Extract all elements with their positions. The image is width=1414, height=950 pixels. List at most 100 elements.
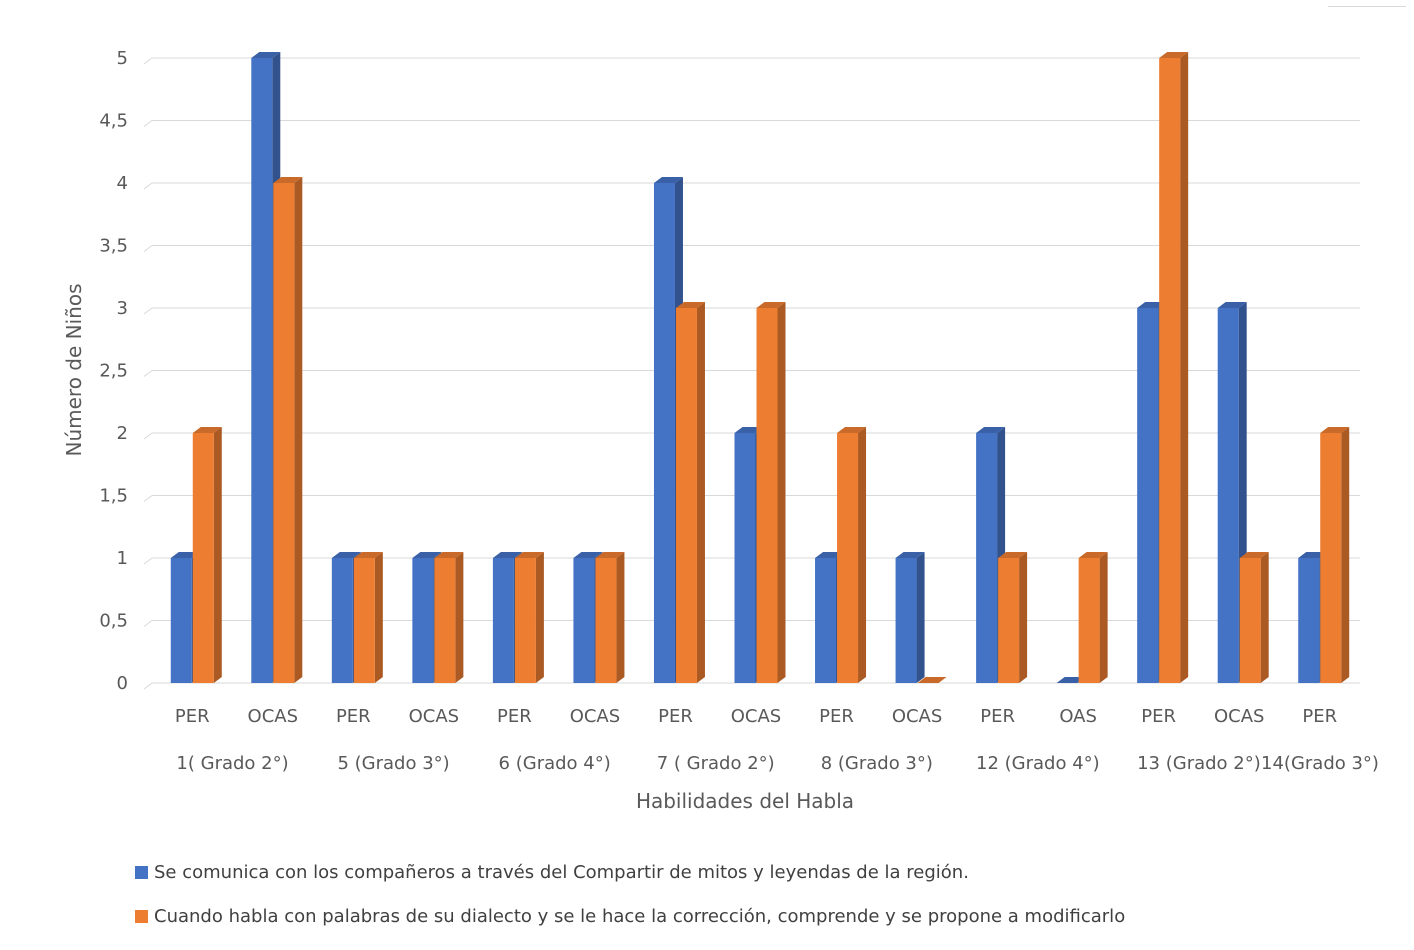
x-group-label: 5 (Grado 3°) <box>337 753 449 774</box>
bar-top <box>492 552 522 558</box>
bar-top <box>514 552 544 558</box>
bar-side <box>1260 552 1269 683</box>
bar-side <box>696 302 705 683</box>
bar <box>273 177 303 683</box>
bar-top <box>675 302 705 308</box>
bar-side <box>1341 427 1350 683</box>
legend-item-series-2: Cuando habla con palabras de su dialecto… <box>135 906 1125 927</box>
bar <box>837 427 867 683</box>
y-tick-label: 2,5 <box>99 361 128 382</box>
x-group-label: 14(Grado 3°) <box>1261 753 1379 774</box>
bar-front <box>1078 558 1100 683</box>
x-tick-labels: PER OCAS PER OCAS PER OCAS PER OCAS PER OCAS PER OA… <box>175 706 1337 727</box>
x-tick-label: PER <box>1302 706 1337 727</box>
bar <box>998 552 1028 683</box>
y-axis-title: Número de Niños <box>62 283 86 456</box>
bar-top <box>1159 52 1189 58</box>
y-tick-label: 4,5 <box>99 111 128 132</box>
x-tick-label: OAS <box>1059 706 1097 727</box>
x-group-label: 6 (Grado 4°) <box>499 753 611 774</box>
bar-front <box>756 308 778 683</box>
bar-front <box>998 558 1020 683</box>
bar-top <box>837 427 867 433</box>
x-axis-title: Habilidades del Habla <box>636 789 854 813</box>
bar-top <box>1298 552 1328 558</box>
bar-top <box>895 552 925 558</box>
bar <box>756 302 786 683</box>
bar-top <box>573 552 603 558</box>
bar-top <box>1239 552 1269 558</box>
bar-front <box>170 558 192 683</box>
x-tick-label: OCAS <box>409 706 459 727</box>
bar-front <box>675 308 697 683</box>
bar-top <box>653 177 683 183</box>
bar-front <box>273 183 295 683</box>
bar <box>353 552 383 683</box>
bar-front <box>353 558 375 683</box>
legend-swatch-blue <box>135 866 148 879</box>
bar-front <box>434 558 456 683</box>
bar-front <box>895 558 917 683</box>
bar-top <box>353 552 383 558</box>
bar <box>1159 52 1189 683</box>
bar-top <box>170 552 200 558</box>
gridline-edge <box>143 620 153 627</box>
bar-side <box>1019 552 1028 683</box>
bar-side <box>777 302 786 683</box>
bar-front <box>1239 558 1261 683</box>
bar-front <box>1320 433 1342 683</box>
bar-top <box>192 427 222 433</box>
bar-top <box>331 552 361 558</box>
y-tick-label: 2 <box>117 423 128 444</box>
legend-item-series-1: Se comunica con los compañeros a través … <box>135 862 969 883</box>
x-tick-label: OCAS <box>892 706 942 727</box>
bar-zero <box>917 677 947 683</box>
x-group-label: 12 (Grado 4°) <box>976 753 1100 774</box>
x-tick-label: PER <box>819 706 854 727</box>
bar-side <box>294 177 303 683</box>
bar-front <box>514 558 536 683</box>
bar-side <box>916 552 925 683</box>
bar <box>434 552 464 683</box>
gridline-edge <box>143 495 153 502</box>
bar-side <box>616 552 625 683</box>
gridline-edge <box>143 182 153 190</box>
y-tick-label: 5 <box>117 48 128 69</box>
x-tick-label: PER <box>1141 706 1176 727</box>
bar-front <box>192 433 214 683</box>
bar-top <box>595 552 625 558</box>
legend-label-series-2: Cuando habla con palabras de su dialecto… <box>154 906 1126 927</box>
legend-swatch-orange <box>135 910 148 923</box>
bars <box>170 52 1350 683</box>
bar <box>917 677 947 683</box>
bar-top <box>273 177 303 183</box>
bar-side <box>535 552 544 683</box>
bar <box>595 552 625 683</box>
bar-front <box>492 558 514 683</box>
x-tick-label: PER <box>980 706 1015 727</box>
bar-front <box>251 58 273 683</box>
bar-front <box>1137 308 1159 683</box>
bar-side <box>455 552 464 683</box>
bar-top <box>756 302 786 308</box>
bar-front <box>734 433 756 683</box>
gridline-edge <box>143 557 153 565</box>
chart-frame-edge <box>1328 6 1406 7</box>
bar-side <box>374 552 383 683</box>
bar <box>192 427 222 683</box>
bar-top <box>1137 302 1167 308</box>
bar-front <box>815 558 837 683</box>
y-tick-label: 0 <box>117 673 128 694</box>
bar-top <box>1217 302 1247 308</box>
y-tick-labels: 0 0,5 1 1,5 2 2,5 3 3,5 4 4,5 5 <box>99 48 128 694</box>
bar-top <box>1320 427 1350 433</box>
bar-side <box>1099 552 1108 683</box>
bar-top <box>734 427 764 433</box>
bar-side <box>213 427 222 683</box>
bar <box>675 302 705 683</box>
bar-top <box>998 552 1028 558</box>
bar <box>1056 677 1086 683</box>
bar-top <box>1078 552 1108 558</box>
